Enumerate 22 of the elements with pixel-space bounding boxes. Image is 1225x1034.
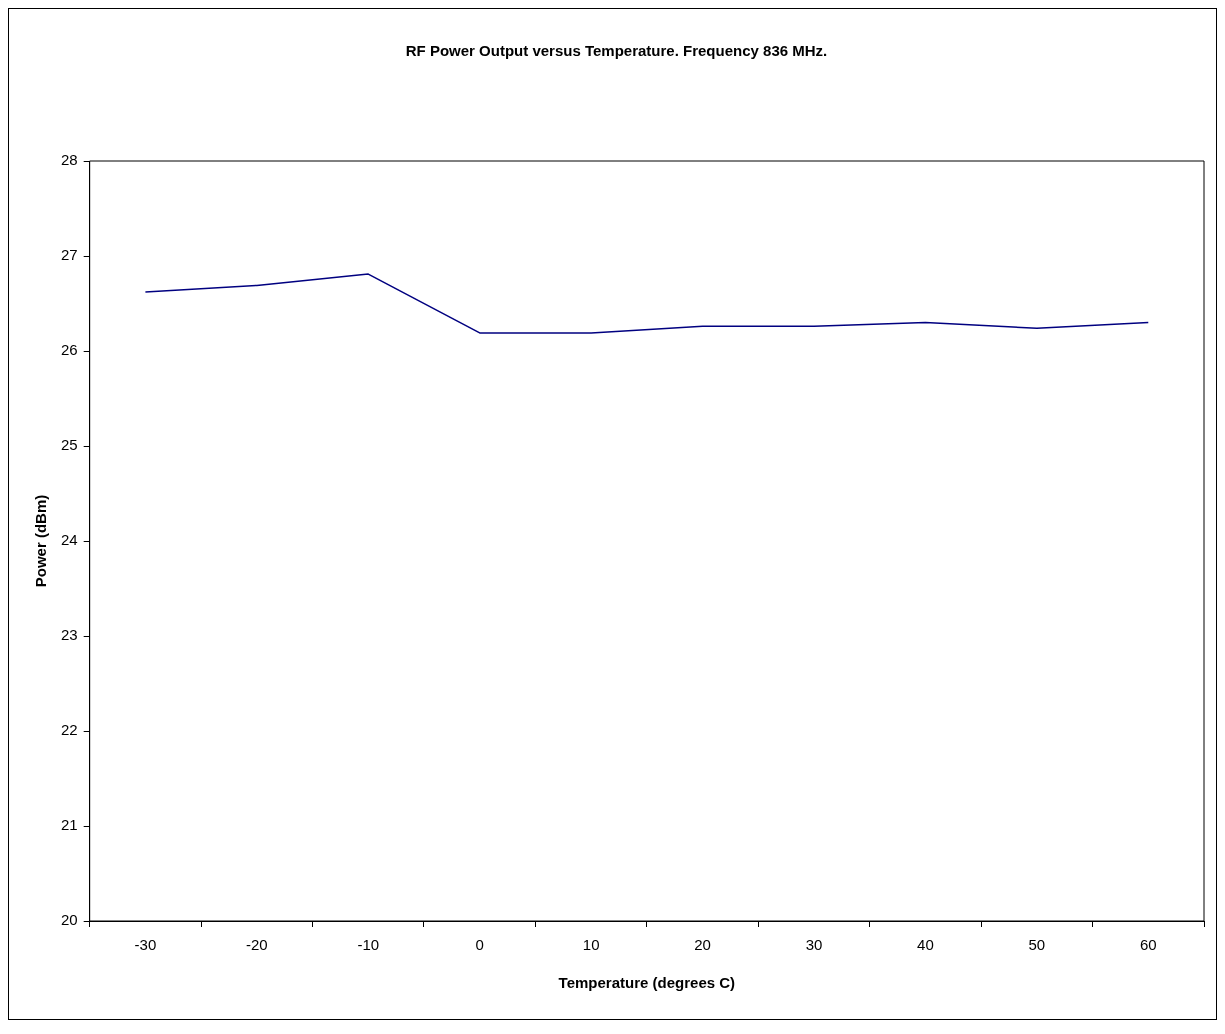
x-tick-label: 0 (475, 936, 484, 954)
chart-title: RF Power Output versus Temperature. Frequency 836 MHz. (405, 42, 828, 60)
y-tick-label: 21 (61, 816, 78, 834)
x-tick-label: 60 (1139, 936, 1157, 954)
y-tick-label: 25 (61, 436, 78, 454)
y-tick-label: 26 (61, 341, 78, 359)
x-tick-label: -30 (134, 936, 157, 954)
y-tick-label: 28 (61, 151, 78, 169)
y-tick-label: 20 (61, 911, 78, 929)
x-tick-label: 10 (582, 936, 600, 954)
y-tick-label: 24 (61, 531, 78, 549)
x-tick-label: 40 (917, 936, 934, 954)
x-tick-label: -20 (245, 936, 268, 954)
x-tick-label: -10 (357, 936, 380, 954)
y-tick-label: 23 (61, 626, 78, 644)
y-tick-label: 22 (61, 721, 78, 739)
x-tick-label: 50 (1028, 936, 1046, 954)
x-tick-label: 20 (694, 936, 711, 954)
x-tick-label: 30 (805, 936, 823, 954)
y-axis-title: Power (dBm) (32, 494, 50, 588)
y-tick-label: 27 (61, 246, 78, 264)
x-axis-title: Temperature (degrees C) (558, 974, 736, 992)
